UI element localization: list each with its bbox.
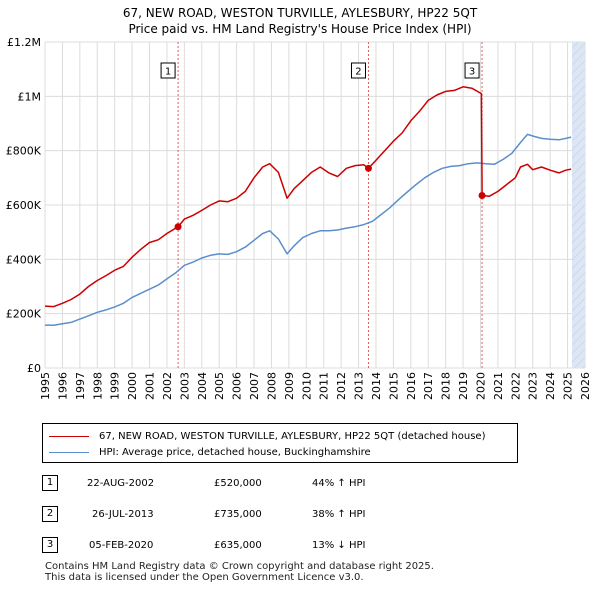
sale-label-number: 1 (165, 67, 171, 78)
x-tick-label: 2014 (370, 372, 383, 400)
x-tick-label: 2013 (353, 372, 366, 400)
x-tick-label: 2015 (387, 372, 400, 400)
x-tick-label: 2025 (562, 372, 575, 400)
y-tick-label: £400K (6, 253, 42, 266)
x-tick-label: 2022 (509, 372, 522, 400)
sale-date: 22-AUG-2002 (87, 478, 155, 489)
forecast-hatch (571, 42, 585, 368)
legend-item-hpi: HPI: Average price, detached house, Buck… (49, 445, 371, 459)
x-tick-label: 2007 (248, 372, 261, 400)
x-tick-label: 2023 (527, 372, 540, 400)
x-tick-label: 2018 (440, 372, 453, 400)
x-tick-label: 2020 (474, 372, 487, 400)
sale-hpi-change: 13% ↓ HPI (312, 540, 366, 551)
sale-date: 26-JUL-2013 (92, 509, 154, 520)
y-tick-label: £1.2M (7, 36, 41, 49)
x-tick-label: 2004 (196, 372, 209, 400)
sale-point (364, 164, 372, 172)
x-tick-label: 2005 (213, 372, 226, 400)
legend-hpi-swatch (49, 451, 89, 453)
legend: 67, NEW ROAD, WESTON TURVILLE, AYLESBURY… (42, 423, 518, 463)
x-tick-label: 1995 (39, 372, 52, 400)
sale-price: £520,000 (214, 478, 262, 489)
sale-number-box: 2 (42, 506, 58, 522)
sale-row: 3 05-FEB-2020 £635,000 13% ↓ HPI (42, 537, 562, 555)
hpi-line (44, 133, 572, 327)
price-chart: 1 2 3 £0 £200K £400K £600K £800K £1M £1.2M 1995 19… (6, 36, 592, 400)
sale-label-box (350, 62, 366, 79)
sale-row: 2 26-JUL-2013 £735,000 38% ↑ HPI (42, 506, 562, 524)
sale-date: 05-FEB-2020 (89, 540, 154, 551)
footer-licence: This data is licensed under the Open Gov… (45, 572, 364, 583)
x-tick-label: 2002 (161, 372, 174, 400)
sale-label-number: 2 (355, 67, 361, 78)
legend-property-label: 67, NEW ROAD, WESTON TURVILLE, AYLESBURY… (99, 430, 486, 442)
x-tick-label: 2001 (144, 372, 157, 400)
sale-hpi-change: 38% ↑ HPI (312, 509, 366, 520)
sale-hpi-change: 44% ↑ HPI (312, 478, 366, 489)
x-tick-label: 2026 (579, 372, 592, 400)
x-tick-label: 1996 (56, 372, 69, 400)
x-tick-label: 2010 (300, 372, 313, 400)
y-tick-label: £600K (6, 199, 42, 212)
x-tick-label: 2008 (265, 372, 278, 400)
sale-point (174, 223, 182, 231)
chart-title-line-1: 67, NEW ROAD, WESTON TURVILLE, AYLESBURY… (122, 6, 478, 20)
x-tick-label: 2017 (422, 372, 435, 400)
x-tick-label: 2000 (126, 372, 139, 400)
sale-label-number: 3 (469, 67, 475, 78)
x-tick-label: 2003 (178, 372, 191, 400)
x-tick-label: 1999 (109, 372, 122, 400)
legend-hpi-label: HPI: Average price, detached house, Buck… (99, 446, 371, 458)
sale-price: £735,000 (214, 509, 262, 520)
x-tick-label: 2011 (318, 372, 331, 400)
property-price-line (44, 86, 572, 308)
footer-copyright: Contains HM Land Registry data © Crown c… (45, 561, 434, 572)
chart-title-line-2: Price paid vs. HM Land Registry's House … (128, 22, 472, 36)
legend-item-property: 67, NEW ROAD, WESTON TURVILLE, AYLESBURY… (49, 429, 485, 443)
x-tick-label: 1997 (74, 372, 87, 400)
y-tick-label: £0 (27, 362, 41, 375)
y-tick-label: £800K (6, 145, 42, 158)
x-tick-label: 2012 (335, 372, 348, 400)
x-tick-label: 1998 (91, 372, 104, 400)
y-tick-label: £1M (18, 90, 42, 103)
y-tick-label: £200K (6, 308, 42, 321)
sale-point (478, 191, 486, 199)
x-tick-label: 2009 (283, 372, 296, 400)
x-tick-label: 2021 (492, 372, 505, 400)
x-tick-label: 2024 (544, 372, 557, 400)
sale-row: 1 22-AUG-2002 £520,000 44% ↑ HPI (42, 475, 562, 493)
sale-label-box (160, 62, 176, 79)
sale-number-box: 3 (42, 537, 58, 553)
sale-number-box: 1 (42, 475, 58, 491)
x-tick-label: 2019 (457, 372, 470, 400)
x-tick-label: 2006 (231, 372, 244, 400)
sale-price: £635,000 (214, 540, 262, 551)
x-tick-label: 2016 (405, 372, 418, 400)
legend-property-swatch (49, 435, 89, 437)
sale-label-box (464, 62, 480, 79)
